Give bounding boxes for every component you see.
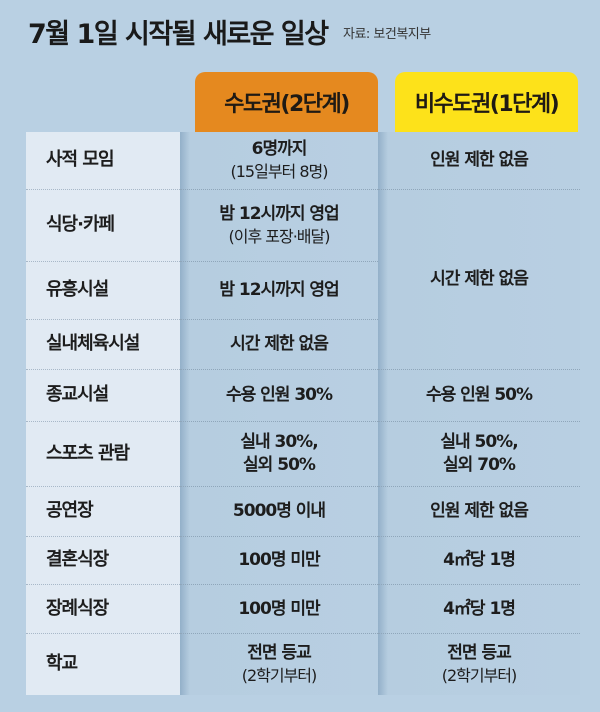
row-label: 유흥시설 (26, 262, 180, 320)
cell-subtext: (이후 포장·배달) (228, 227, 331, 247)
cell-text: 밤 12시까지 영업 (219, 280, 339, 301)
row-label: 학교 (26, 634, 180, 695)
cell-text: 100명 미만 (238, 598, 320, 619)
cell-text: 5000명 이내 (232, 501, 326, 522)
cell-text: 6명까지 (251, 139, 308, 160)
non-capital-cell: 4㎡당 1명 (378, 537, 580, 585)
non-capital-cell: 4㎡당 1명 (378, 585, 580, 634)
non-capital-cell: 인원 제한 없음 (378, 132, 580, 190)
capital-cell: 밤 12시까지 영업 (180, 262, 378, 320)
row-label: 결혼식장 (26, 537, 180, 585)
cell-text: 4㎡당 1명 (443, 598, 516, 619)
cell-text: 실내 50%, (440, 432, 518, 453)
non-capital-cell: 전면 등교 (2학기부터) (378, 634, 580, 695)
cell-subtext: (2학기부터) (441, 666, 518, 686)
non-capital-cell: 인원 제한 없음 (378, 487, 580, 537)
cell-text: 수용 인원 50% (425, 385, 533, 406)
cell-text-2: 실외 70% (443, 455, 516, 475)
capital-cell: 100명 미만 (180, 585, 378, 634)
rules-table: 사적 모임 6명까지 (15일부터 8명) 인원 제한 없음 식당·카페 밤 12… (26, 132, 580, 695)
capital-cell: 6명까지 (15일부터 8명) (180, 132, 378, 190)
row-label: 스포츠 관람 (26, 422, 180, 487)
header-capital: 수도권(2단계) (195, 72, 378, 132)
cell-text: 전면 등교 (447, 643, 511, 664)
non-capital-cell: 수용 인원 50% (378, 370, 580, 422)
cell-text: 실내 30%, (240, 432, 318, 453)
cell-subtext: (15일부터 8명) (230, 162, 329, 182)
cell-subtext: (2학기부터) (241, 666, 318, 686)
cell-text: 인원 제한 없음 (430, 501, 529, 522)
capital-cell: 실내 30%, 실외 50% (180, 422, 378, 487)
capital-cell: 수용 인원 30% (180, 370, 378, 422)
row-label: 사적 모임 (26, 132, 180, 190)
capital-cell: 100명 미만 (180, 537, 378, 585)
source-note: 자료: 보건복지부 (343, 27, 431, 42)
capital-cell: 5000명 이내 (180, 487, 378, 537)
row-label: 종교시설 (26, 370, 180, 422)
page-title: 7월 1일 시작될 새로운 일상 (28, 19, 329, 50)
non-capital-merged-cell: 시간 제한 없음 (378, 190, 580, 370)
cell-text: 4㎡당 1명 (443, 550, 516, 571)
cell-text-2: 실외 50% (243, 455, 316, 475)
cell-text: 시간 제한 없음 (430, 269, 529, 290)
row-label: 공연장 (26, 487, 180, 537)
capital-cell: 시간 제한 없음 (180, 320, 378, 370)
cell-text: 수용 인원 30% (225, 385, 333, 406)
cell-text: 시간 제한 없음 (230, 334, 329, 355)
header-non-capital: 비수도권(1단계) (395, 72, 578, 132)
cell-text: 전면 등교 (247, 643, 311, 664)
row-label: 실내체육시설 (26, 320, 180, 370)
capital-cell: 전면 등교 (2학기부터) (180, 634, 378, 695)
non-capital-cell: 실내 50%, 실외 70% (378, 422, 580, 487)
cell-text: 인원 제한 없음 (430, 150, 529, 171)
cell-text: 밤 12시까지 영업 (219, 204, 339, 225)
row-label: 식당·카페 (26, 190, 180, 262)
capital-cell: 밤 12시까지 영업 (이후 포장·배달) (180, 190, 378, 262)
cell-text: 100명 미만 (238, 550, 320, 571)
row-label: 장례식장 (26, 585, 180, 634)
